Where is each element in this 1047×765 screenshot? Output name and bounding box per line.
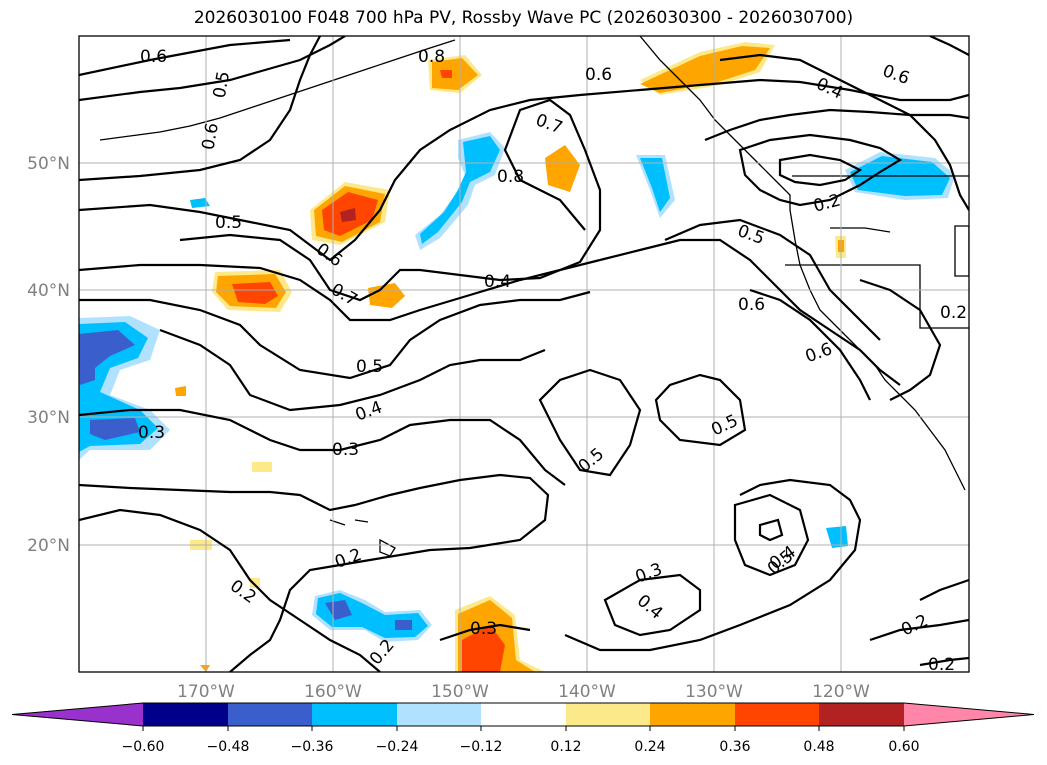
contour-label: 0.5 <box>210 70 234 100</box>
lat-labels: 50°N 40°N 30°N 20°N <box>27 154 70 556</box>
colorbar-tick: −0.24 <box>376 739 419 755</box>
colorbar-cell <box>312 703 397 726</box>
colorbar-cell <box>566 703 650 726</box>
colorbar-extend-max <box>904 703 1034 726</box>
colorbar-extend-min <box>12 703 143 726</box>
lat-label-30n: 30°N <box>27 408 70 428</box>
lon-label-150w: 150°W <box>431 682 489 702</box>
contour-label: 0.5 <box>215 213 242 233</box>
contour-label: 0.4 <box>484 272 511 292</box>
colorbar-cell <box>228 703 312 726</box>
lat-label-20n: 20°N <box>27 536 70 556</box>
colorbar-cell <box>819 703 904 726</box>
colorbar-tick: 0.12 <box>550 739 581 755</box>
map-frame <box>78 35 970 673</box>
contour-label: 0.6 <box>585 65 612 85</box>
lon-label-130w: 130°W <box>685 682 743 702</box>
lat-label-50n: 50°N <box>27 154 70 174</box>
colorbar-cell <box>650 703 735 726</box>
contour-label: 0.2 <box>928 655 955 675</box>
lon-label-140w: 140°W <box>558 682 616 702</box>
contour-label: 0.2 <box>940 303 967 323</box>
colorbar-tick: −0.36 <box>291 739 334 755</box>
lon-labels: 170°W 160°W 150°W 140°W 130°W 120°W <box>177 682 870 702</box>
contour-label: 0.8 <box>497 167 524 187</box>
contour-label: 0.3 <box>138 423 165 443</box>
colorbar-cell <box>735 703 819 726</box>
lon-label-160w: 160°W <box>304 682 362 702</box>
lon-label-120w: 120°W <box>812 682 870 702</box>
pv-shading <box>79 42 955 672</box>
colorbar-tick: 0.48 <box>803 739 834 755</box>
colorbar-tick: 0.60 <box>888 739 919 755</box>
colorbar-cell <box>481 703 566 726</box>
colorbar-tick: −0.12 <box>460 739 503 755</box>
contour-label: 0.5 <box>356 357 383 377</box>
colorbar <box>11 702 1035 731</box>
colorbar-cell <box>143 703 228 726</box>
map-panel: 0.6 0.5 0.6 0.8 0.6 0.6 0.4 0.7 0.8 0.5 … <box>79 36 969 675</box>
colorbar-ticks: −0.60 −0.48 −0.36 −0.24 −0.12 0.12 0.24 … <box>122 739 920 755</box>
colorbar-tick: 0.24 <box>634 739 665 755</box>
colorbar-tick: −0.60 <box>122 739 165 755</box>
map-title: 2026030100 F048 700 hPa PV, Rossby Wave … <box>193 8 854 28</box>
contour-label: 0.3 <box>332 440 359 460</box>
contour-label: 0.6 <box>140 47 167 67</box>
contour-label: 0.6 <box>738 295 765 315</box>
contour-label: 0.6 <box>199 121 223 151</box>
lat-label-40n: 40°N <box>27 281 70 301</box>
colorbar-cell <box>397 703 481 726</box>
colorbar-tick: 0.36 <box>719 739 750 755</box>
pv-contours <box>79 36 969 672</box>
contour-label: 0.8 <box>418 47 445 67</box>
contour-label: 0.3 <box>470 619 497 639</box>
lon-label-170w: 170°W <box>177 682 235 702</box>
colorbar-tick: −0.48 <box>207 739 250 755</box>
